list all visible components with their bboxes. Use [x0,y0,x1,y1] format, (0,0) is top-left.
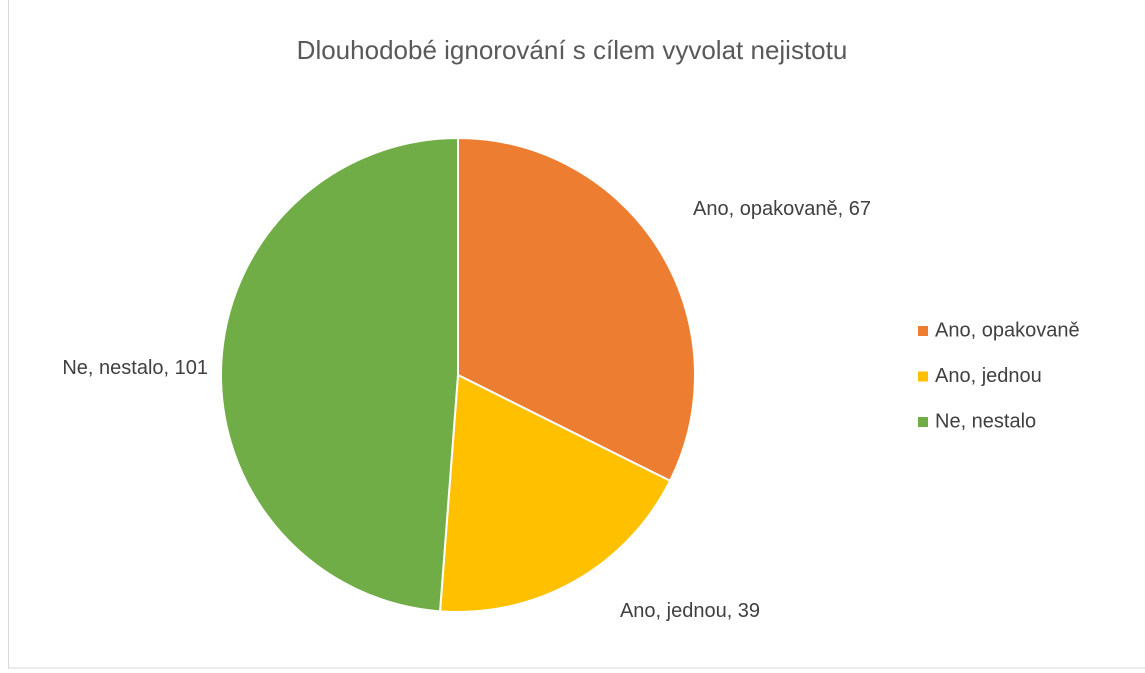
data-label: Ano, opakovaně, 67 [693,198,871,220]
legend-swatch [918,417,928,427]
chart-title: Dlouhodobé ignorování s cílem vyvolat ne… [297,35,848,65]
legend-label: Ano, opakovaně [935,319,1080,341]
legend-label: Ano, jednou [935,365,1042,387]
chart-border [8,0,1145,669]
pie-slice [438,373,672,613]
legend-swatch [918,326,928,336]
data-label: Ne, nestalo, 101 [62,357,208,379]
pie-slice [457,136,696,483]
legend-swatch [918,371,928,382]
legend-label: Ne, nestalo [935,410,1036,432]
data-label: Ano, jednou, 39 [619,600,761,622]
pie-slice [220,136,459,613]
